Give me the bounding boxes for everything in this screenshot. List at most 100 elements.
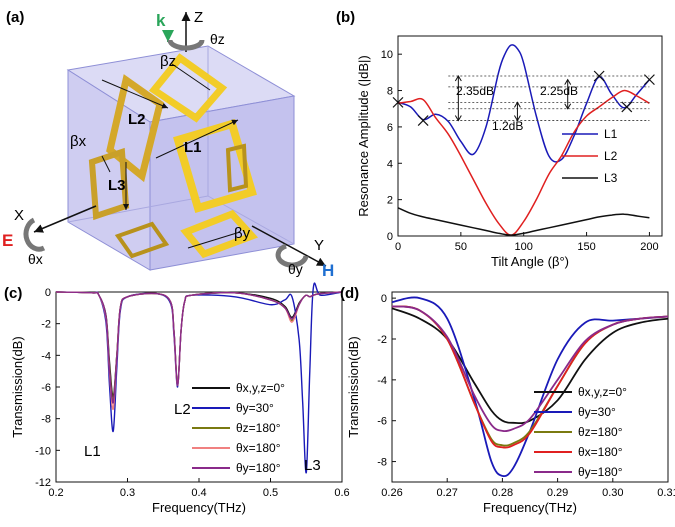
x-tick-label: 100 xyxy=(515,241,533,253)
k-vector-label: k xyxy=(156,11,166,30)
x-marker xyxy=(621,101,633,113)
y-tick-label: -8 xyxy=(377,457,387,469)
x-tick-label: 0.31 xyxy=(657,487,675,499)
chart-b: 0 50 100 150 200 0 2 4 6 8 10 Tilt Angle (β°) Resona… xyxy=(356,35,663,269)
y-tick-label: -2 xyxy=(41,319,51,331)
x-axis-title: Frequency(THz) xyxy=(483,500,577,515)
x-tick-label: 50 xyxy=(455,241,467,253)
y-tick-label: -4 xyxy=(41,350,51,362)
panel-d: (d) 0.26 0.27 0.28 0.29 0.30 0.31 0 -2 -4 -6 -8 Fre… xyxy=(340,285,675,515)
x-tick-label: 0.6 xyxy=(334,487,349,499)
legend-entry: θy=30° xyxy=(578,405,616,419)
label-l3: L3 xyxy=(108,177,126,194)
x-tick-label: 0.26 xyxy=(381,487,402,499)
y-axis-label: Y xyxy=(314,237,324,254)
panel-b: (b) 0 50 100 150 200 0 2 4 6 8 10 Tilt Angle (β°) Re… xyxy=(336,9,663,269)
y-tick-label: 6 xyxy=(387,122,393,134)
chart-c: 0.2 0.3 0.4 0.5 0.6 0 -2 -4 -6 -8 -10 -12 Frequency(… xyxy=(10,282,350,515)
x-tick-label: 0.29 xyxy=(547,487,568,499)
y-tick-label: 10 xyxy=(381,49,393,61)
y-tick-label: -10 xyxy=(35,445,51,457)
series-line-L3 xyxy=(397,207,650,236)
resonator-right-back xyxy=(225,143,249,193)
x-marker xyxy=(392,96,404,108)
y-tick-label: -8 xyxy=(41,414,51,426)
resonator-bottom xyxy=(180,209,259,259)
label-beta-y: βy xyxy=(234,225,251,242)
e-field-label: E xyxy=(2,231,13,250)
y-tick-label: -6 xyxy=(41,382,51,394)
legend-b-l3: L3 xyxy=(604,171,618,185)
chart-d: 0.26 0.27 0.28 0.29 0.30 0.31 0 -2 -4 -6 -8 Frequen… xyxy=(346,291,675,515)
resonator-l2 xyxy=(106,74,164,183)
y-tick-label: 0 xyxy=(381,293,387,305)
panel-b-label: (b) xyxy=(336,9,355,26)
y-tick-label: 0 xyxy=(45,287,51,299)
x-tick-label: 0.30 xyxy=(602,487,623,499)
legend-entry: θx=180° xyxy=(236,441,281,455)
panel-c-label: (c) xyxy=(4,285,22,302)
legend-entry: θx,y,z=0° xyxy=(236,381,285,395)
y-axis-title: Transmission(dB) xyxy=(346,336,361,437)
x-marker xyxy=(593,70,605,82)
legend-entry: θx,y,z=0° xyxy=(578,385,627,399)
series-line-L1 xyxy=(397,44,650,163)
legend-c: θx,y,z=0° θy=30° θz=180° θx=180° θy=180° xyxy=(192,381,285,475)
panel-d-label: (d) xyxy=(340,285,359,302)
x-tick-label: 150 xyxy=(577,241,595,253)
legend-entry: θy=30° xyxy=(236,401,274,415)
x-axis-title: Tilt Angle (β°) xyxy=(491,254,569,269)
legend-b-l2: L2 xyxy=(604,149,618,163)
annotation-2-25db: 2.25dB xyxy=(540,84,578,98)
label-beta-x: βx xyxy=(70,133,87,150)
x-axis-title: Frequency(THz) xyxy=(152,500,246,515)
y-axis-title: Resonance Amplitude (|dB|) xyxy=(356,55,371,216)
x-tick-label: 200 xyxy=(640,241,658,253)
x-marker xyxy=(417,115,429,126)
y-tick-label: -6 xyxy=(377,416,387,428)
legend-entry: θy=180° xyxy=(236,461,281,475)
callout-lines xyxy=(101,63,241,249)
series-line-θx=180° xyxy=(55,291,343,410)
h-field-label: H xyxy=(322,261,334,280)
x-tick-label: 0.4 xyxy=(191,487,206,499)
series-line-θy=180° xyxy=(55,291,343,404)
y-tick-label: 4 xyxy=(387,158,393,170)
series-line-θy=30° xyxy=(391,296,669,478)
plot-frame xyxy=(391,291,669,483)
x-axis xyxy=(33,205,97,233)
x-tick-label: 0 xyxy=(395,241,401,253)
dimension-arrow xyxy=(454,75,462,122)
x-tick-label: 0.5 xyxy=(263,487,278,499)
x-axis-label: X xyxy=(14,207,24,224)
theta-x-label: θx xyxy=(28,251,43,267)
y-tick-label: -4 xyxy=(377,375,387,387)
resonator-top xyxy=(148,53,228,123)
rotate-z-icon xyxy=(167,39,205,51)
label-beta-z: βz xyxy=(160,53,176,70)
label-l1: L1 xyxy=(184,139,202,156)
x-tick-label: 0.28 xyxy=(492,487,513,499)
panel-c: (c) 0.2 0.3 0.4 0.5 0.6 0 -2 -4 -6 -8 -10 -12 Freque… xyxy=(4,282,350,515)
dimension-arrow xyxy=(514,101,521,122)
panel-a: (a) βz xyxy=(2,9,334,280)
peak-label-l3: L3 xyxy=(304,457,321,474)
cube-hidden-edge-2 xyxy=(67,195,209,223)
legend-entry: θx=180° xyxy=(578,445,623,459)
theta-y-label: θy xyxy=(288,261,303,277)
x-tick-label: 0.3 xyxy=(120,487,135,499)
y-tick-label: 0 xyxy=(387,231,393,243)
series-line-θy=180° xyxy=(391,305,669,433)
y-tick-label: -2 xyxy=(377,334,387,346)
y-tick-label: -12 xyxy=(35,477,51,489)
legend-b-l1: L1 xyxy=(604,127,618,141)
y-axis xyxy=(251,225,327,267)
label-l2: L2 xyxy=(128,111,146,128)
plot-frame xyxy=(397,35,663,237)
z-axis-label: Z xyxy=(194,9,203,26)
legend-d: θx,y,z=0° θy=30° θz=180° θx=180° θy=180° xyxy=(534,385,627,479)
y-tick-label: 2 xyxy=(387,195,393,207)
series-line-θx,y,z=0° xyxy=(391,307,669,425)
legend-entry: θz=180° xyxy=(236,421,281,435)
